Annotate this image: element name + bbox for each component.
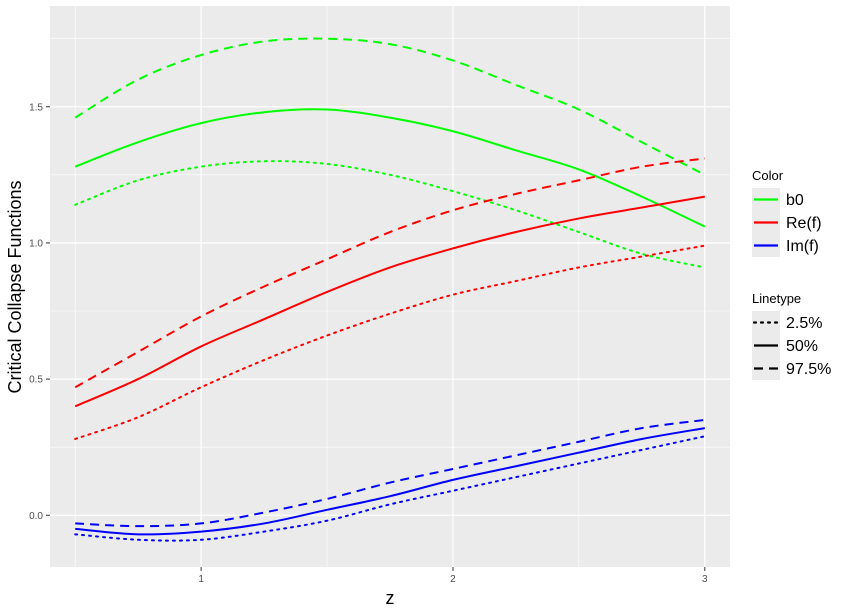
major-gridlines — [50, 6, 730, 567]
series-layer — [74, 37, 706, 542]
plot-panel — [50, 6, 730, 567]
series-line — [74, 244, 706, 440]
series-line — [74, 157, 705, 389]
y-tick-label: 1.0 — [29, 238, 43, 249]
legend-item-label: Im(f) — [786, 238, 819, 255]
x-axis: 1 2 3 — [198, 567, 708, 585]
y-axis: 0.0 0.5 1.0 1.5 — [29, 102, 50, 522]
legend-item-label: 2.5% — [786, 315, 822, 332]
y-tick-label: 0.0 — [29, 511, 43, 522]
legend-title: Linetype — [752, 291, 801, 306]
series-line — [74, 195, 705, 408]
legend-key-background — [752, 311, 780, 334]
series-line — [75, 427, 705, 536]
legend-item-label: Re(f) — [786, 215, 822, 232]
series-line — [75, 418, 705, 528]
x-tick-label: 1 — [198, 574, 204, 585]
legend-item-label: b0 — [786, 192, 804, 209]
y-axis-title: Critical Collapse Functions — [5, 180, 25, 393]
x-tick-label: 2 — [450, 574, 456, 585]
y-tick-label: 1.5 — [29, 102, 43, 113]
y-tick-label: 0.5 — [29, 375, 43, 386]
legend-key-background — [752, 357, 780, 380]
series-line — [74, 37, 706, 176]
x-axis-title: z — [386, 588, 395, 608]
minor-gridlines — [50, 6, 730, 567]
x-tick-label: 3 — [702, 574, 708, 585]
legend-item-label: 97.5% — [786, 361, 831, 378]
legend-item-label: 50% — [786, 338, 818, 355]
series-line — [74, 108, 706, 228]
legend-title: Color — [752, 168, 784, 183]
